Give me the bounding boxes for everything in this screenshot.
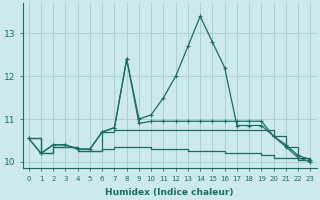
X-axis label: Humidex (Indice chaleur): Humidex (Indice chaleur): [105, 188, 234, 197]
